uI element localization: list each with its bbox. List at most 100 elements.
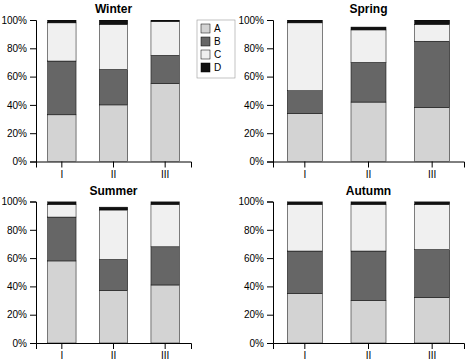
y-tick-mark [267,105,273,106]
y-tick-label: 0% [250,156,265,167]
y-tick: 100% [1,15,36,26]
y-tick: 80% [244,43,273,54]
axis-line [274,162,465,168]
y-tick-label: 0% [13,338,28,349]
y-tick: 40% [244,100,273,111]
bar-segment [99,260,127,291]
y-tick-mark [267,230,273,231]
bar-series [287,250,449,301]
bar-series [48,202,180,210]
bar-segment [99,105,127,162]
bar-segment [151,84,179,162]
x-tick-label: I [60,350,63,361]
bar-segment [99,20,127,24]
y-axis: 0%20%40%60%80%100% [1,15,36,168]
chart-title: Autumn [346,184,391,198]
bars [287,20,449,162]
y-tick: 20% [244,309,273,320]
bar-segment [99,210,127,260]
y-tick-label: 40% [244,100,264,111]
axis-line [274,344,465,350]
y-tick: 0% [13,156,36,167]
x-tick-mark [61,343,62,349]
y-tick: 0% [250,156,273,167]
y-tick: 60% [244,253,273,264]
bar-segment [48,115,76,162]
x-tick: III [428,162,436,180]
bar-segment [415,250,450,298]
x-tick-mark [61,162,62,168]
x-tick: II [111,162,117,180]
x-tick-mark [113,162,114,168]
y-tick-mark [267,20,273,21]
bar-segment [351,62,386,102]
bar-segment [287,204,322,251]
chart-svg: IIIIII0%20%40%60%80%100%WinterABCDIIIIII… [0,0,474,363]
x-tick: I [60,343,63,361]
y-tick: 100% [238,15,273,26]
bar-segment [151,285,179,343]
y-tick-mark [267,258,273,259]
y-tick-mark [267,286,273,287]
bar-segment [287,202,322,205]
x-tick-label: I [60,169,63,180]
chart-title: Winter [95,2,133,16]
x-tick: III [161,343,169,361]
chart-container: IIIIII0%20%40%60%80%100%WinterABCDIIIIII… [0,0,474,363]
y-axis: 0%20%40%60%80%100% [1,196,36,349]
bar-segment [99,291,127,343]
y-tick: 60% [244,71,273,82]
legend-item: B [201,36,221,47]
x-tick-mark [368,162,369,168]
y-tick: 20% [7,128,36,139]
chart-title: Spring [350,2,388,16]
x-tick-label: I [303,169,306,180]
y-tick-mark [267,202,273,203]
bar-segment [351,251,386,301]
x-tick-mark [432,162,433,168]
panel: IIIIII0%20%40%60%80%100%Spring [238,2,464,180]
y-tick: 40% [7,281,36,292]
x-tick-label: II [111,169,117,180]
y-tick: 40% [7,100,36,111]
x-tick-mark [368,343,369,349]
legend-swatch [201,37,210,46]
x-tick-label: II [366,169,372,180]
bar-segment [287,293,322,343]
panel: IIIIII0%20%40%60%80%100%WinterABCD [1,2,235,180]
bar-segment [415,298,450,343]
y-tick-label: 60% [244,253,264,264]
x-axis: IIIIII [37,343,192,361]
x-tick-mark [304,343,305,349]
y-tick-mark [30,77,36,78]
y-tick-label: 20% [244,309,264,320]
bar-segment [287,23,322,91]
y-tick-mark [30,48,36,49]
x-tick-label: III [428,350,436,361]
axis-line [37,344,192,350]
y-tick-label: 60% [7,71,27,82]
y-tick: 60% [7,253,36,264]
bar-series [287,202,449,205]
panel: IIIIII0%20%40%60%80%100%Autumn [238,184,464,362]
bar-series [287,293,449,343]
y-tick: 100% [238,196,273,207]
x-tick-mark [165,343,166,349]
y-tick-label: 40% [7,100,27,111]
legend-label: A [214,23,221,34]
bar-series [48,204,180,259]
x-tick: I [60,162,63,180]
y-tick-label: 100% [1,196,27,207]
y-tick-mark [30,343,36,344]
y-tick-label: 20% [244,128,264,139]
x-tick: III [428,343,436,361]
x-tick-label: III [428,169,436,180]
panel: IIIIII0%20%40%60%80%100%Summer [1,184,191,362]
x-axis: IIIIII [37,162,192,180]
y-tick-label: 80% [7,225,27,236]
bar-segment [415,41,450,108]
axis-line [267,202,274,344]
y-tick-label: 0% [250,338,265,349]
y-tick: 0% [13,338,36,349]
y-tick-mark [30,20,36,21]
